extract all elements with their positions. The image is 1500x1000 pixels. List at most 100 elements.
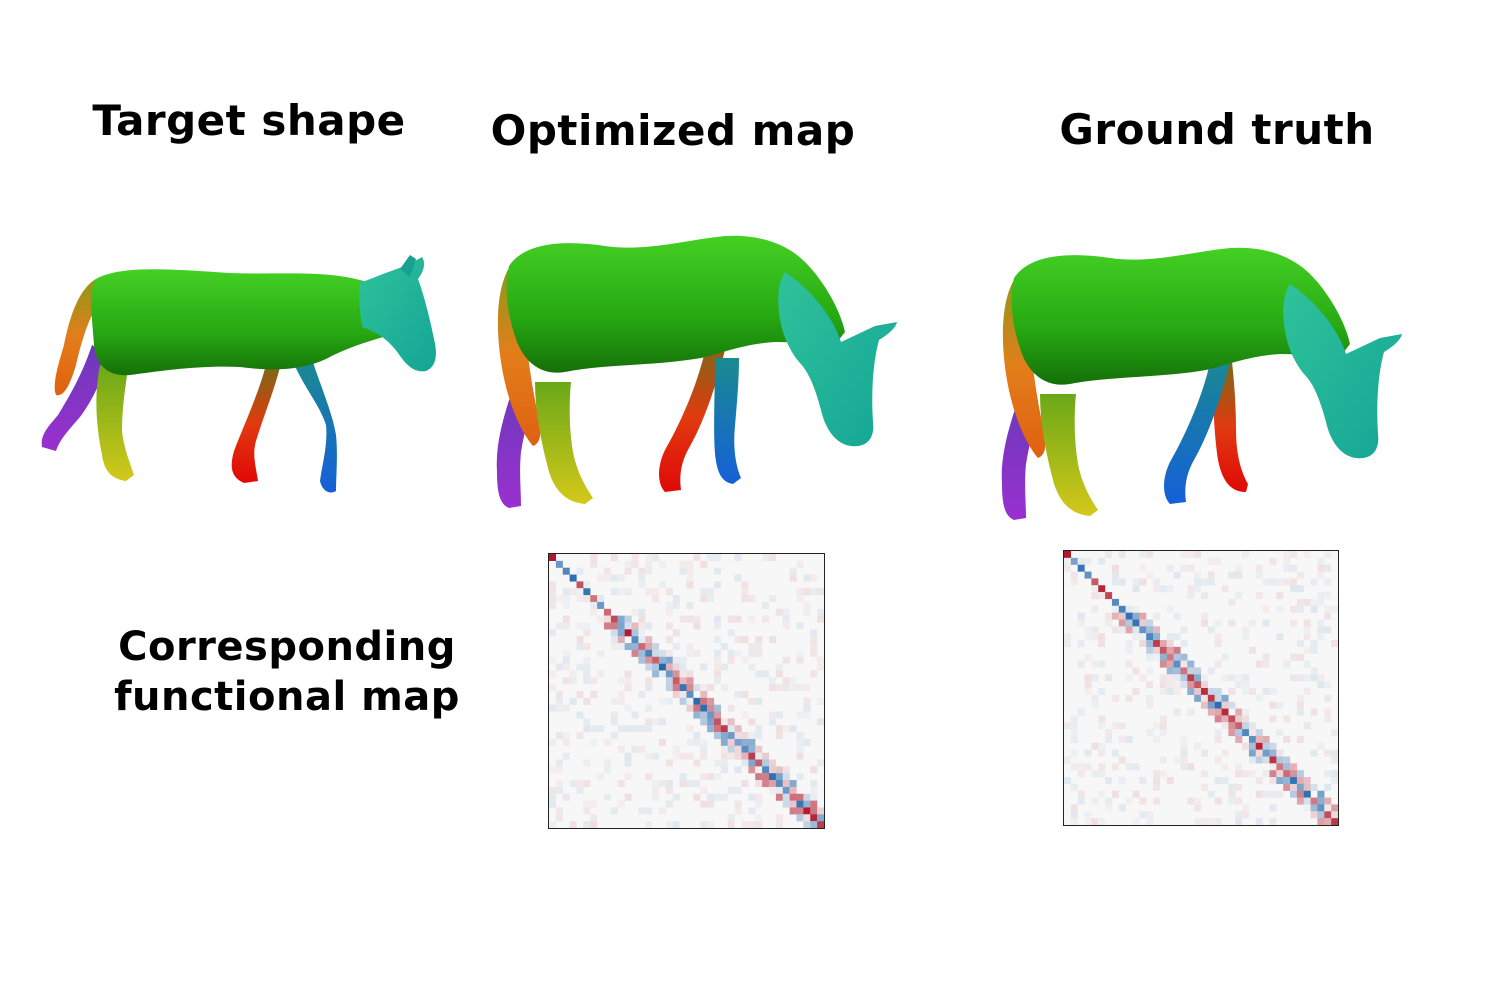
fmap-cell — [1153, 770, 1161, 778]
fmap-cell — [1132, 763, 1140, 771]
fmap-cell — [1331, 811, 1338, 819]
fmap-cell — [1070, 804, 1078, 812]
fmap-cell — [610, 574, 618, 582]
fmap-cell — [1091, 605, 1099, 613]
fmap-cell — [583, 656, 591, 664]
fmap-cell — [1290, 605, 1298, 613]
fmap-cell — [782, 780, 790, 788]
fmap-cell — [707, 554, 715, 561]
fmap-cell — [1070, 578, 1078, 586]
fmap-cell — [1235, 729, 1243, 737]
fmap-cell — [1296, 783, 1304, 791]
fmap-cell — [769, 554, 777, 561]
fmap-cell — [1310, 646, 1318, 654]
fmap-cell — [1194, 742, 1202, 750]
fmap-cell — [1303, 633, 1311, 641]
fmap-cell — [1242, 742, 1250, 750]
fmap-cell — [1221, 674, 1229, 682]
fmap-cell — [1173, 688, 1181, 695]
fmap-cell — [796, 800, 804, 808]
fmap-cell — [1296, 708, 1304, 716]
fmap-cell — [590, 821, 598, 828]
fmap-cell — [1235, 564, 1243, 572]
fmap-cell — [1228, 598, 1236, 606]
fmap-cell — [617, 677, 625, 685]
fmap-cell — [549, 656, 557, 664]
fmap-cell — [583, 588, 591, 596]
fmap-cell — [1201, 749, 1208, 757]
fmap-cell — [555, 691, 563, 698]
fmap-cell — [1228, 701, 1236, 709]
fmap-cell — [755, 643, 763, 651]
fmap-cell — [1207, 557, 1215, 565]
fmap-cell — [748, 745, 756, 753]
fmap-cell — [775, 684, 783, 692]
fmap-cell — [1084, 571, 1092, 579]
fmap-cell — [1331, 605, 1338, 613]
fmap-cell — [1064, 756, 1071, 764]
fmap-cell — [1159, 756, 1167, 764]
fmap-cell — [1207, 701, 1215, 709]
fmap-cell — [775, 814, 783, 822]
fmap-cell — [562, 615, 570, 623]
fmap-cell — [748, 752, 756, 760]
fmap-cell — [1242, 551, 1250, 558]
fmap-cell — [659, 649, 667, 657]
fmap-cell — [665, 786, 673, 794]
fmap-cell — [714, 615, 722, 623]
fmap-cell — [1173, 660, 1181, 668]
fmap-cell — [1324, 749, 1332, 757]
fmap-cell — [727, 745, 735, 753]
fmap-cell — [1242, 674, 1250, 682]
fmap-cell — [1111, 790, 1119, 798]
fmap-cell — [810, 574, 818, 582]
fmap-cell — [686, 560, 694, 568]
fmap-cell — [1187, 708, 1195, 716]
fmap-cell — [1118, 578, 1126, 586]
fmap-cell — [1296, 701, 1304, 709]
fmap-cell — [1153, 578, 1161, 586]
fmap-cell — [1235, 722, 1243, 730]
fmap-cell — [1242, 770, 1250, 778]
fmap-cell — [1077, 763, 1085, 771]
fmap-cell — [1098, 742, 1106, 750]
fmap-cell — [569, 821, 577, 828]
fmap-cell — [665, 677, 673, 685]
fmap-cell — [1098, 660, 1106, 668]
fmap-cell — [714, 663, 722, 671]
fmap-cell — [727, 615, 735, 623]
fmap-cell — [714, 656, 722, 664]
fmap-cell — [624, 629, 632, 637]
fmap-cell — [562, 567, 570, 575]
fmap-cell — [1269, 777, 1277, 785]
fmap-cell — [741, 759, 749, 767]
fmap-cell — [1276, 763, 1284, 771]
fmap-cell — [1077, 557, 1085, 565]
fmap-cell — [1159, 646, 1167, 654]
fmap-cell — [769, 766, 777, 774]
fmap-cell — [1262, 742, 1270, 750]
fmap-cell — [1303, 646, 1311, 654]
fmap-cell — [638, 581, 646, 589]
fmap-cell — [1201, 674, 1208, 682]
fmap-cell — [700, 704, 708, 712]
fmap-cell — [624, 567, 632, 575]
fmap-cell — [734, 786, 742, 794]
fmap-cell — [734, 691, 742, 698]
fmap-cell — [741, 738, 749, 746]
fmap-cell — [734, 554, 742, 561]
fmap-cell — [1201, 612, 1208, 620]
fmap-cell — [762, 752, 770, 760]
fmap-cell — [665, 636, 673, 644]
fmap-cell — [727, 738, 735, 746]
fmap-cell — [1180, 626, 1188, 634]
fmap-cell — [1290, 564, 1298, 572]
fmap-cell — [1324, 578, 1332, 586]
fmap-cell — [610, 629, 618, 637]
fmap-cell — [1111, 564, 1119, 572]
fmap-cell — [796, 649, 804, 657]
fmap-cell — [741, 821, 749, 828]
fmap-cell — [748, 718, 756, 726]
fmap-cell — [1324, 694, 1332, 702]
fmap-cell — [707, 773, 715, 781]
